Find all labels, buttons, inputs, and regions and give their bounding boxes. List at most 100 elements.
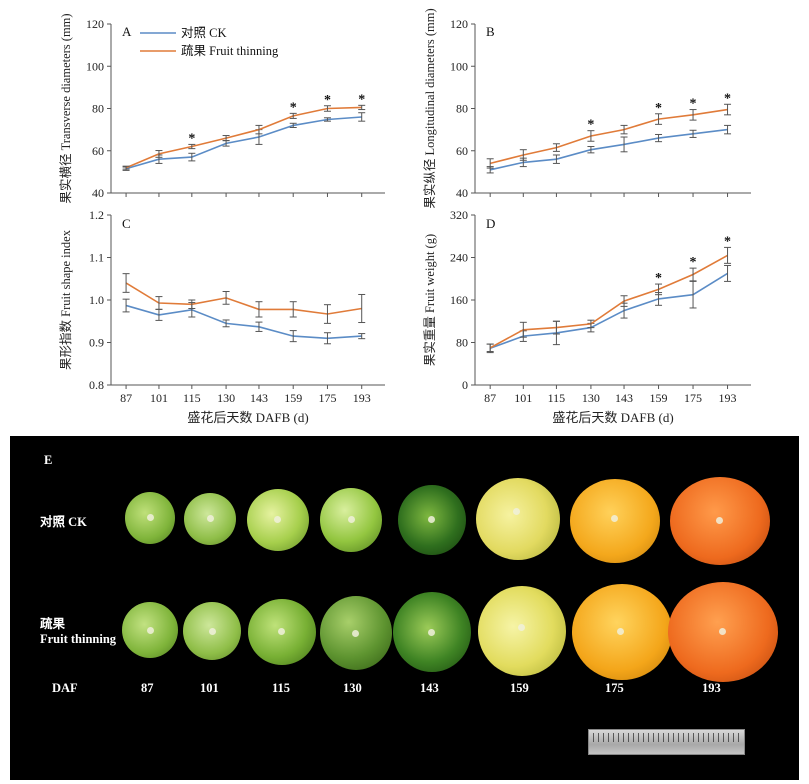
y-tick-label: 100 (450, 59, 468, 73)
chart-panel-b: 40 60 80 100 120 B 果实纵径 Longitudinal diameters… (422, 8, 751, 209)
error-bar-ck (222, 319, 230, 328)
error-bar-ck (255, 321, 263, 332)
series-line-ck (490, 128, 728, 171)
y-tick-label: 80 (456, 102, 468, 116)
error-bar-ck (122, 298, 130, 313)
legend-label-thinning: 疏果 Fruit thinning (181, 43, 279, 58)
daf-130: 130 (343, 681, 362, 695)
series-line-thinning (125, 282, 362, 315)
fruit-thin-130 (320, 596, 392, 670)
error-bar-ck (620, 136, 628, 153)
error-bar-thinning (122, 273, 130, 293)
series-line-ck (489, 272, 728, 350)
daf-159: 159 (510, 681, 529, 695)
fruit-thin-175 (572, 584, 672, 680)
error-bar-thinning (655, 283, 663, 296)
significance-star: * (587, 118, 594, 133)
error-bar-ck (289, 122, 297, 129)
y-tick-label: 160 (450, 293, 468, 307)
y-tick-label: 60 (92, 144, 104, 158)
x-tick-label: 101 (514, 391, 532, 405)
fruit-photo-panel: E 对照 CK 疏果 Fruit thinning DAF 87 101 115… (10, 436, 799, 780)
error-bar-ck (724, 264, 732, 282)
fruit-ck-87 (125, 492, 175, 544)
y-tick-label: 1.1 (89, 251, 104, 265)
x-axis-label: 盛花后天数 DAFB (d) (552, 410, 673, 425)
chart-panel-c: 0.8 0.9 1.0 1.1 1.2 87 101 115 130 143 159 175 193 C 果… (58, 208, 385, 425)
error-bar-thinning (222, 291, 230, 305)
x-tick-label: 115 (183, 391, 201, 405)
y-axis-label: 果形指数 Fruit shape index (58, 229, 73, 370)
error-bar-ck (323, 332, 331, 345)
legend-label-ck: 对照 CK (181, 26, 227, 40)
error-bar-ck (323, 117, 331, 122)
error-bar-thinning (587, 130, 595, 142)
error-bar-thinning (155, 296, 163, 310)
fruit-thin-159 (478, 586, 566, 676)
error-bar-thinning (122, 165, 130, 170)
fruit-thin-143 (393, 592, 471, 672)
y-tick-label: 0.8 (89, 378, 104, 392)
daf-label: DAF (52, 681, 78, 695)
error-bar-thinning (188, 299, 196, 309)
significance-star: * (724, 234, 731, 249)
error-bar-ck (358, 333, 366, 340)
y-tick-label: 320 (450, 208, 468, 222)
y-tick-label: 40 (92, 186, 104, 200)
fruit-thin-115 (248, 599, 316, 665)
fruit-ck-193 (670, 477, 770, 565)
error-bar-thinning (155, 150, 163, 158)
row-label-thinning-1: 疏果 (40, 617, 66, 631)
fruit-ck-130 (320, 488, 382, 552)
error-bar-thinning (587, 319, 595, 329)
fruit-ck-175 (570, 479, 660, 563)
error-bar-thinning (620, 295, 628, 307)
significance-star: * (358, 92, 365, 107)
y-tick-label: 40 (456, 186, 468, 200)
error-bar-thinning (255, 124, 263, 135)
row-label-ck: 对照 CK (40, 515, 87, 529)
series-line-thinning (125, 106, 362, 169)
error-bar-thinning (255, 301, 263, 318)
legend: 对照 CK 疏果 Fruit thinning (140, 26, 279, 58)
x-tick-label: 175 (684, 391, 702, 405)
error-bar-thinning (323, 105, 331, 112)
panel-label-a: A (122, 24, 132, 39)
y-tick-label: 1.0 (89, 293, 104, 307)
error-bar-thinning (724, 246, 732, 264)
x-tick-label: 193 (719, 391, 737, 405)
fruit-thin-193 (668, 582, 778, 682)
error-bar-ck (689, 129, 697, 138)
series-line-thinning (490, 108, 728, 165)
error-bar-thinning (620, 124, 628, 135)
x-tick-label: 159 (284, 391, 302, 405)
x-tick-label: 101 (150, 391, 168, 405)
error-bar-thinning (689, 267, 697, 282)
daf-115: 115 (272, 681, 291, 695)
y-tick-label: 1.2 (89, 208, 104, 222)
fruit-ck-143 (398, 485, 466, 555)
y-tick-label: 100 (86, 59, 104, 73)
daf-193: 193 (702, 681, 721, 695)
significance-star: * (655, 271, 662, 286)
y-tick-label: 80 (92, 102, 104, 116)
error-bar-thinning (323, 304, 331, 324)
y-axis-label: 果实纵径 Longitudinal diameters (mm) (422, 8, 437, 208)
fruit-thin-101 (183, 602, 241, 660)
row-label-thinning-2: Fruit thinning (40, 632, 117, 646)
significance-star: * (690, 97, 697, 112)
significance-star: * (188, 131, 195, 146)
daf-143: 143 (420, 681, 439, 695)
y-tick-label: 0.9 (89, 336, 104, 350)
x-tick-label: 87 (484, 391, 496, 405)
chart-panel-a: 40 60 80 100 120 A 果实横径 Transverse diameters (… (58, 13, 385, 204)
error-bar-thinning (486, 343, 494, 353)
significance-star: * (724, 91, 731, 106)
error-bar-ck (552, 154, 560, 164)
y-tick-label: 0 (462, 378, 468, 392)
panel-label-d: D (486, 216, 495, 231)
error-bar-ck (188, 152, 196, 162)
x-tick-label: 115 (548, 391, 566, 405)
significance-star: * (324, 93, 331, 108)
error-bar-ck (655, 133, 663, 143)
